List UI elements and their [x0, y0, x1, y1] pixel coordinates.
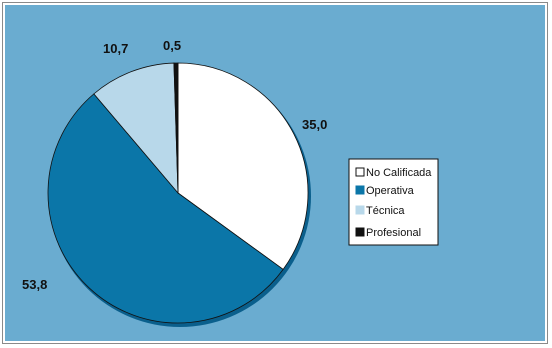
pie-slice-no-calificada: [177, 62, 309, 270]
pie-slice-operativa: [47, 93, 284, 324]
legend-label-profesional: Profesional: [366, 227, 421, 239]
chart-frame: [2, 2, 548, 344]
legend-swatch-no-calificada: [355, 167, 365, 177]
legend-label-tecnica: Técnica: [366, 205, 405, 217]
legend-label-operativa: Operativa: [366, 185, 415, 197]
legend-swatch-operativa: [355, 185, 365, 195]
data-label-tecnica: 10,7: [103, 41, 128, 56]
pie-slices: [47, 62, 309, 324]
pie-slice-profesional: [173, 62, 179, 194]
data-label-no-calificada: 35,0: [302, 117, 327, 132]
data-label-profesional: 0,5: [163, 38, 181, 53]
legend-label-no-calificada: No Calificada: [366, 167, 432, 179]
legend: No Calificada Operativa Técnica Profesio…: [348, 158, 439, 246]
data-label-operativa: 53,8: [22, 277, 47, 292]
legend-swatch-tecnica: [355, 205, 365, 215]
legend-swatch-profesional: [355, 227, 365, 237]
data-labels: 35,0 53,8 10,7 0,5: [22, 38, 327, 292]
pie-slice-tecnica: [93, 62, 179, 195]
